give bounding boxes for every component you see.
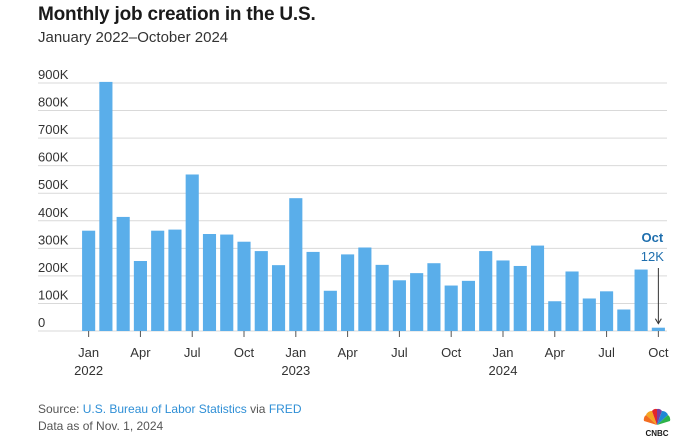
bar — [185, 174, 199, 331]
data-date: Data as of Nov. 1, 2024 — [38, 419, 164, 433]
bar — [392, 280, 406, 331]
x-tick-label: Oct — [441, 345, 462, 360]
annotation-arrow-head — [654, 318, 662, 325]
y-tick-label: 500K — [38, 177, 69, 192]
x-tick-year: 2022 — [74, 363, 103, 378]
bar — [82, 230, 96, 331]
logo-text: CNBC — [645, 429, 668, 438]
y-tick-label: 600K — [38, 150, 69, 165]
x-tick-label: Oct — [648, 345, 669, 360]
annotation-value: 12K — [641, 249, 664, 264]
bar — [375, 264, 389, 331]
bar — [548, 301, 562, 331]
annotation-title: Oct — [642, 230, 664, 245]
x-tick-label: Jul — [598, 345, 615, 360]
bar — [237, 241, 251, 331]
cnbc-logo: CNBC — [643, 408, 671, 438]
bar — [168, 229, 182, 331]
y-tick-label: 700K — [38, 122, 69, 137]
y-tick-label: 800K — [38, 95, 69, 110]
bar — [651, 327, 665, 331]
bar — [410, 273, 424, 331]
peacock-icon — [643, 408, 671, 425]
chart-subtitle: January 2022–October 2024 — [38, 29, 229, 46]
y-tick-label: 300K — [38, 232, 69, 247]
x-tick-label: Apr — [130, 345, 151, 360]
source-prefix: Source: — [38, 402, 83, 416]
bar — [306, 251, 320, 331]
y-tick-label: 200K — [38, 260, 69, 275]
y-tick-label: 900K — [38, 67, 69, 82]
bar — [600, 291, 614, 331]
bar — [358, 247, 372, 331]
bar-chart: 0 100K 200K 300K 400K 500K 600K 700K 800K 900K Ja… — [38, 67, 669, 378]
x-tick-year: 2023 — [281, 363, 310, 378]
x-tick-label: Oct — [234, 345, 255, 360]
x-tick-label: Jul — [184, 345, 201, 360]
bar — [133, 261, 147, 331]
source-via: via — [246, 402, 269, 416]
bar — [461, 280, 476, 331]
x-tick-label: Jan — [493, 345, 514, 360]
x-tick-year: 2024 — [489, 363, 518, 378]
bar — [271, 265, 286, 331]
bar — [634, 269, 648, 331]
bar — [323, 290, 337, 331]
y-tick-label: 100K — [38, 287, 69, 302]
bar — [289, 198, 303, 331]
bar — [220, 234, 234, 331]
x-tick-label: Jul — [391, 345, 408, 360]
bar — [254, 251, 268, 331]
x-tick-label: Jan — [78, 345, 99, 360]
x-tick-label: Apr — [337, 345, 358, 360]
bars — [82, 81, 665, 331]
source-line: Source: U.S. Bureau of Labor Statistics … — [38, 402, 301, 416]
y-tick-label: 0 — [38, 315, 45, 330]
bar — [116, 216, 130, 331]
x-axis-tick-labels: Jan 2022 Apr Jul Oct Jan 2023 Apr Jul Oct Jan 2024 A… — [74, 331, 669, 378]
bar — [427, 263, 441, 331]
chart-title: Monthly job creation in the U.S. — [38, 4, 316, 25]
x-tick-label: Apr — [545, 345, 566, 360]
bar — [530, 245, 545, 331]
bar — [565, 271, 579, 331]
bar — [151, 230, 165, 331]
y-tick-label: 400K — [38, 205, 69, 220]
bar — [444, 285, 458, 331]
bar — [617, 309, 631, 331]
bar — [582, 298, 596, 331]
source-bls-link[interactable]: U.S. Bureau of Labor Statistics — [82, 402, 247, 416]
bar — [99, 81, 113, 331]
bar — [513, 265, 527, 331]
bar — [479, 251, 493, 331]
source-fred-link[interactable]: FRED — [268, 402, 302, 416]
bar — [496, 260, 510, 331]
bar — [341, 254, 355, 331]
bar — [202, 234, 217, 331]
x-tick-label: Jan — [285, 345, 306, 360]
y-axis-tick-labels: 0 100K 200K 300K 400K 500K 600K 700K 800K 900K — [38, 67, 69, 330]
annotation: Oct 12K — [641, 230, 664, 325]
